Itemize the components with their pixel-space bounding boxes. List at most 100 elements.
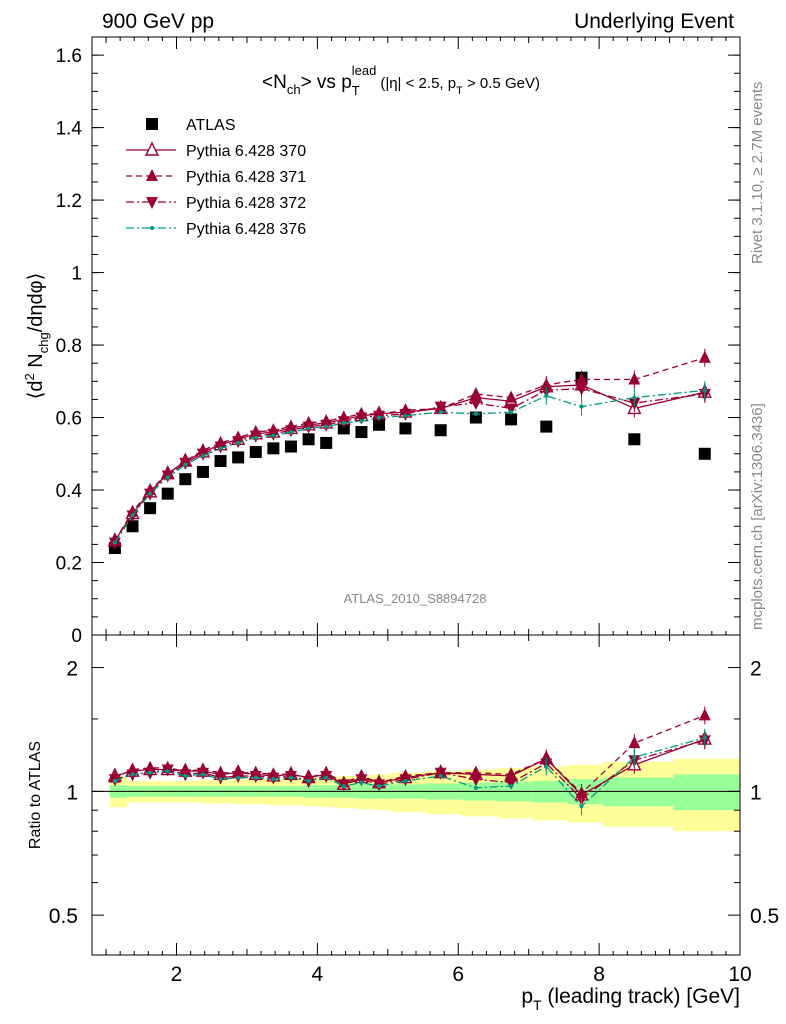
series-line [114,387,705,543]
legend-label: ATLAS [186,117,236,134]
data-point [628,372,641,385]
legend-marker [146,197,158,209]
band-inner [673,774,740,811]
ratio-point [324,775,329,780]
analysis-id: ATLAS_2010_S8894728 [344,591,487,606]
x-tick-label: 6 [452,963,464,986]
data-point [698,350,711,363]
data-point [144,502,157,515]
data-point [218,446,223,451]
data-point [544,393,549,398]
data-point [575,383,588,396]
ratio-y-tick-label-right: 0.5 [750,905,779,928]
ratio-point [165,769,170,774]
data-point [126,520,139,533]
ratio-point [355,774,368,787]
data-point [196,465,209,478]
data-point [253,435,258,440]
data-point [249,445,262,458]
ratio-point [359,780,364,785]
header-left: 900 GeV pp [102,10,214,33]
y-tick-label: 1 [71,264,82,285]
ratio-series [107,706,712,816]
data-point [161,487,174,500]
ratio-point [434,767,447,780]
legend-marker [150,226,154,230]
ratio-point [306,778,311,783]
ratio-ylabel: Ratio to ATLAS [27,741,44,849]
main-series [107,348,712,555]
ratio-point [112,778,117,783]
ratio-point [271,777,276,782]
series-pythia-6-428-371 [108,348,711,546]
data-point [702,388,707,393]
legend-label: Pythia 6.428 376 [186,221,306,238]
data-point [628,433,641,446]
ratio-point [702,735,707,740]
y-tick-label: 1.4 [56,119,83,140]
ratio-point [200,772,205,777]
y-tick-label: 0.6 [56,409,82,430]
data-point [165,475,170,480]
ratio-point [183,773,188,778]
ratio-point [544,764,549,769]
main-ylabel: ⟨d2 Nchg/dηdφ⟩ [22,273,51,400]
ratio-y-tick-label: 2 [66,658,78,681]
data-point [505,390,518,403]
data-point [183,462,188,467]
data-point [505,403,518,416]
ratio-point [509,784,514,789]
legend-label: Pythia 6.428 371 [186,169,306,186]
y-tick-label: 1.6 [56,46,82,67]
ratio-point [469,774,482,787]
ratio-point [438,773,443,778]
y-tick-label: 0.2 [56,554,82,575]
legend-label: Pythia 6.428 372 [186,195,306,212]
ratio-point [632,755,637,760]
ratio-series-pythia-6-428-376 [112,728,707,816]
data-point [469,411,482,424]
ratio-point [403,778,408,783]
data-point [200,453,205,458]
data-point [377,415,382,420]
ratio-y-tick-label-right: 2 [750,658,762,681]
ratio-point [130,772,135,777]
ratio-point [218,777,223,782]
band-inner [602,777,674,807]
ratio-point [341,784,346,789]
ratio-point [505,767,518,780]
data-point [509,410,514,415]
legend-marker [146,118,158,130]
data-point [284,440,297,453]
data-point [469,398,482,411]
ratio-point [698,708,711,721]
data-point [434,424,447,437]
data-point [112,540,117,545]
ratio-point [377,784,382,789]
x-axis-label: pT (leading track) [GeV] [521,985,740,1013]
data-point [434,401,447,414]
data-point [575,372,588,385]
data-point [359,419,364,424]
y-tick-label: 0.4 [56,481,83,502]
ratio-point [473,785,478,790]
data-point [632,395,637,400]
data-point [306,426,311,431]
data-point [148,491,153,496]
data-point [236,440,241,445]
legend-label: Pythia 6.428 370 [186,143,306,160]
data-point [579,404,584,409]
y-tick-label: 0.8 [56,336,82,357]
main-panel: 0 0.2 0.4 0.6 0.8 1 1.2 1.4 1.6 <Nch> vs pTlead(… [22,36,741,647]
data-point [505,413,518,426]
series-line [114,389,705,543]
legend: ATLAS Pythia 6.428 370 Pythia 6.428 371 Pyt… [126,117,306,238]
data-point [232,451,245,464]
y-tick-label: 0 [71,626,82,647]
data-point [267,442,280,455]
ratio-y-tick-label: 1 [66,781,78,804]
ratio-line [114,714,706,795]
ratio-point [628,736,641,749]
ratio-point [148,770,153,775]
